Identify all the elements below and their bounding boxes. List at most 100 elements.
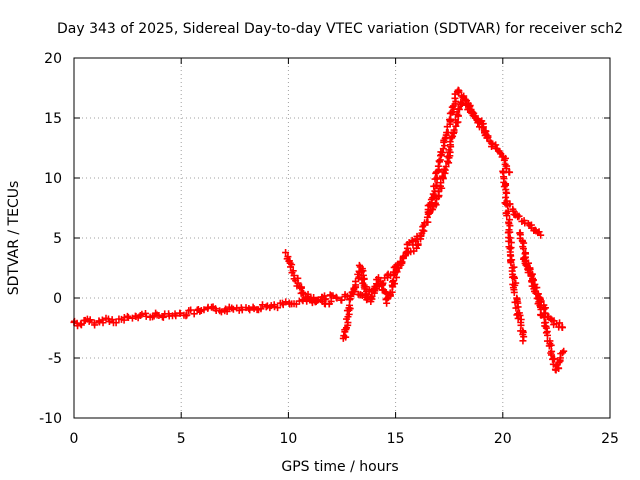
series-steep-drop-a (499, 167, 528, 345)
y-axis-label: SDTVAR / TECUs (6, 181, 22, 296)
data-point (510, 288, 518, 296)
series-evening-branch-a (282, 249, 335, 308)
data-point (287, 263, 295, 271)
data-point (258, 301, 266, 309)
data-point (480, 127, 488, 135)
data-point (448, 134, 456, 142)
grid (74, 58, 610, 418)
y-tick-label: 20 (44, 51, 62, 67)
data-point (529, 276, 537, 284)
data-point (299, 288, 307, 296)
series-main-trend (70, 98, 514, 330)
series-drop-b (506, 200, 545, 239)
data-point (469, 108, 477, 116)
x-tick-label: 15 (387, 431, 405, 447)
y-tick-labels: -10 -5 0 5 10 15 20 (39, 51, 62, 427)
data-point (344, 313, 352, 321)
data-point (229, 305, 237, 313)
y-tick-label: 15 (44, 111, 62, 127)
data-point (338, 296, 346, 304)
data-point (387, 272, 395, 280)
data-point (433, 175, 441, 183)
data-point (520, 217, 528, 225)
series-irregular-branch (339, 229, 426, 342)
data-point (223, 307, 231, 315)
data-point (123, 312, 131, 320)
data-point (556, 319, 564, 327)
data-point (340, 332, 348, 340)
data-point (560, 347, 568, 355)
x-tick-labels: 0 5 10 15 20 25 (70, 431, 619, 447)
x-tick-label: 10 (279, 431, 297, 447)
x-tick-label: 0 (70, 431, 79, 447)
data-point (458, 100, 466, 108)
y-tick-label: 10 (44, 171, 62, 187)
data-point (442, 163, 450, 171)
y-tick-label: 0 (53, 291, 62, 307)
data-points (70, 86, 568, 374)
data-point (374, 274, 382, 282)
data-point (86, 316, 94, 324)
data-point (431, 187, 439, 195)
data-point (488, 143, 496, 151)
data-point (519, 245, 527, 253)
data-point (327, 297, 335, 305)
y-tick-label: 5 (53, 231, 62, 247)
y-tick-label: -10 (39, 411, 62, 427)
data-point (479, 123, 487, 131)
data-point (196, 307, 204, 315)
data-point (172, 312, 180, 320)
data-point (533, 284, 541, 292)
data-point (187, 306, 195, 314)
data-point (506, 222, 514, 230)
data-point (238, 306, 246, 314)
data-point (200, 306, 208, 314)
data-point (547, 351, 555, 359)
data-point (446, 138, 454, 146)
x-tick-label: 5 (177, 431, 186, 447)
data-point (520, 255, 528, 263)
data-point (559, 349, 567, 357)
chart-title: Day 343 of 2025, Sidereal Day-to-day VTE… (57, 21, 623, 37)
data-point (441, 166, 449, 174)
data-point (447, 115, 455, 123)
data-point (99, 319, 107, 327)
data-point (444, 129, 452, 137)
data-point (257, 305, 265, 313)
x-axis-label: GPS time / hours (281, 459, 398, 475)
data-point (550, 355, 558, 363)
data-point (183, 311, 191, 319)
data-point (361, 285, 369, 293)
data-point (383, 299, 391, 307)
data-point (522, 260, 530, 268)
data-point (289, 267, 297, 275)
data-point (398, 259, 406, 267)
data-point (558, 323, 566, 331)
data-point (555, 364, 563, 372)
data-point (507, 259, 515, 267)
data-point (360, 275, 368, 283)
data-point (547, 341, 555, 349)
data-point (155, 311, 163, 319)
data-point (393, 268, 401, 276)
data-point (418, 229, 426, 237)
data-point (519, 337, 527, 345)
data-point (455, 88, 463, 96)
data-point (484, 132, 492, 140)
data-point (367, 294, 375, 302)
data-point (333, 294, 341, 302)
data-point (433, 182, 441, 190)
data-point (249, 303, 257, 311)
series-drop-d (520, 250, 566, 332)
data-point (190, 310, 198, 318)
data-point (454, 112, 462, 120)
data-point (507, 244, 515, 252)
data-point (357, 268, 365, 276)
data-point (503, 212, 511, 220)
axis-ticks (73, 57, 611, 419)
data-point (90, 319, 98, 327)
data-point (452, 122, 460, 130)
data-point (282, 249, 290, 257)
data-point (77, 321, 85, 329)
